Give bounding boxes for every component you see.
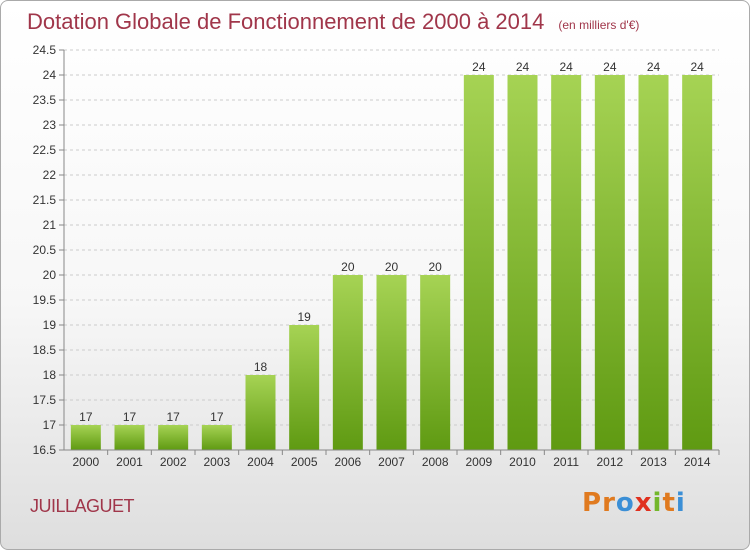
x-tick-label: 2011 bbox=[553, 455, 579, 469]
data-label: 17 bbox=[166, 410, 180, 424]
bar bbox=[376, 275, 407, 450]
proxiti-logo: Proxiti bbox=[582, 488, 686, 518]
x-tick-label: 2000 bbox=[72, 455, 99, 469]
data-labels: 17 17 17 17 18 19 20 20 20 24 24 24 24 24 24 bbox=[79, 60, 704, 424]
chart-title: Dotation Globale de Fonctionnement de 20… bbox=[27, 9, 640, 34]
chart-subtitle: (en milliers d'€) bbox=[558, 18, 640, 32]
y-tick-label: 20 bbox=[43, 268, 57, 282]
bar bbox=[70, 425, 101, 450]
x-tick-label: 2003 bbox=[203, 455, 230, 469]
y-tick-label: 18 bbox=[43, 368, 57, 382]
y-tick-label: 23.5 bbox=[33, 93, 57, 107]
data-label: 20 bbox=[341, 260, 355, 274]
data-label: 20 bbox=[385, 260, 399, 274]
logo-letter: P bbox=[582, 488, 603, 518]
data-label: 18 bbox=[254, 360, 268, 374]
y-tick-label: 23 bbox=[43, 118, 57, 132]
y-tick-label: 24.5 bbox=[33, 43, 57, 57]
data-label: 24 bbox=[472, 60, 486, 74]
logo-letter: x bbox=[634, 488, 653, 518]
y-tick-label: 16.5 bbox=[33, 443, 57, 457]
bar bbox=[682, 75, 713, 450]
x-tick-label: 2014 bbox=[684, 455, 711, 469]
town-name: JUILLAGUET bbox=[30, 496, 135, 516]
x-tick-label: 2007 bbox=[378, 455, 405, 469]
bar bbox=[158, 425, 189, 450]
y-tick-label: 22.5 bbox=[33, 143, 57, 157]
y-tick-label: 24 bbox=[43, 68, 57, 82]
bar bbox=[420, 275, 451, 450]
bar bbox=[594, 75, 625, 450]
data-label: 24 bbox=[603, 60, 617, 74]
bar bbox=[507, 75, 538, 450]
x-tick-label: 2006 bbox=[334, 455, 361, 469]
x-tick-label: 2004 bbox=[247, 455, 274, 469]
x-tick-label: 2013 bbox=[640, 455, 667, 469]
x-tick-label: 2002 bbox=[160, 455, 187, 469]
x-tick-label: 2008 bbox=[422, 455, 449, 469]
bar bbox=[551, 75, 582, 450]
y-tick-label: 19 bbox=[43, 318, 57, 332]
y-tick-label: 17 bbox=[43, 418, 57, 432]
bar bbox=[245, 375, 276, 450]
data-label: 24 bbox=[559, 60, 573, 74]
data-label: 24 bbox=[516, 60, 530, 74]
bars bbox=[70, 75, 713, 450]
bar bbox=[463, 75, 494, 450]
x-tick-label: 2010 bbox=[509, 455, 536, 469]
y-tick-label: 19.5 bbox=[33, 293, 57, 307]
y-tick-label: 17.5 bbox=[33, 393, 57, 407]
logo-letter: t bbox=[662, 488, 676, 518]
y-tick-label: 21 bbox=[43, 218, 57, 232]
bar bbox=[638, 75, 669, 450]
y-tick-label: 21.5 bbox=[33, 193, 57, 207]
bar bbox=[201, 425, 232, 450]
logo-letter: o bbox=[615, 488, 635, 518]
x-tick-label: 2001 bbox=[116, 455, 143, 469]
y-tick-label: 22 bbox=[43, 168, 57, 182]
bar bbox=[332, 275, 363, 450]
grid-lines bbox=[64, 49, 719, 451]
data-label: 17 bbox=[210, 410, 224, 424]
data-label: 19 bbox=[297, 310, 311, 324]
bar bbox=[289, 325, 320, 450]
x-tick-label: 2009 bbox=[465, 455, 492, 469]
x-tick-label: 2012 bbox=[596, 455, 623, 469]
logo-letter: r bbox=[602, 488, 616, 518]
data-label: 17 bbox=[79, 410, 93, 424]
logo-letter: i bbox=[675, 488, 686, 518]
data-label: 24 bbox=[690, 60, 704, 74]
y-tick-label: 20.5 bbox=[33, 243, 57, 257]
data-label: 24 bbox=[647, 60, 661, 74]
bar bbox=[114, 425, 145, 450]
y-tick-label: 18.5 bbox=[33, 343, 57, 357]
x-tick-label: 2005 bbox=[291, 455, 318, 469]
axes: 16.5 17 17.5 18 18.5 19 19.5 20 20.5 21 21.5 22 22.5… bbox=[33, 43, 720, 469]
data-label: 20 bbox=[428, 260, 442, 274]
data-label: 17 bbox=[123, 410, 137, 424]
logo-letter: i bbox=[652, 488, 663, 518]
